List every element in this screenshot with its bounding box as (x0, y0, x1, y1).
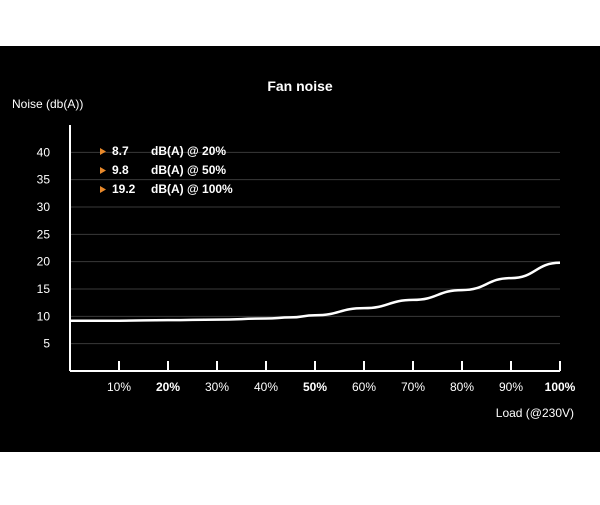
x-tick-marks: 10% 20% 30% 40% 50% 60% 70% 80% 90% 100% (107, 361, 576, 394)
x-tick-label: 100% (545, 380, 576, 394)
x-tick-label: 80% (450, 380, 474, 394)
chart-title: Fan noise (267, 78, 333, 94)
annotation-text: dB(A) @ 20% (151, 144, 226, 158)
y-tick-label: 40 (37, 145, 51, 159)
series-layer (70, 261, 561, 322)
annotation-text: dB(A) @ 50% (151, 163, 226, 177)
triangle-bullet-icon (100, 186, 106, 193)
annotation-value: 9.8 (112, 163, 129, 177)
annotation-text: dB(A) @ 100% (151, 182, 233, 196)
y-tick-label: 15 (37, 282, 51, 296)
series-line (70, 261, 561, 322)
annotation-value: 19.2 (112, 182, 136, 196)
triangle-bullet-icon (100, 148, 106, 155)
annotation-value: 8.7 (112, 144, 129, 158)
x-tick-label: 70% (401, 380, 425, 394)
x-tick-label: 50% (303, 380, 327, 394)
y-tick-label: 5 (43, 337, 50, 351)
y-tick-label: 10 (37, 309, 51, 323)
y-tick-label: 30 (37, 200, 51, 214)
chart-panel (0, 46, 600, 452)
y-tick-label: 35 (37, 173, 51, 187)
y-tick-label: 25 (37, 227, 51, 241)
y-tick-label: 20 (37, 255, 51, 269)
x-tick-label: 10% (107, 380, 131, 394)
x-tick-label: 30% (205, 380, 229, 394)
x-tick-label: 60% (352, 380, 376, 394)
x-tick-label: 40% (254, 380, 278, 394)
x-tick-label: 90% (499, 380, 523, 394)
x-tick-label: 20% (156, 380, 180, 394)
y-tick-labels: 5 10 15 20 25 30 35 40 (37, 145, 51, 350)
y-axis-label: Noise (db(A)) (12, 97, 83, 111)
x-axis-label: Load (@230V) (496, 406, 574, 420)
annotations: 8.7 dB(A) @ 20% 9.8 dB(A) @ 50% 19.2 dB(A) @ … (100, 144, 233, 196)
triangle-bullet-icon (100, 167, 106, 174)
